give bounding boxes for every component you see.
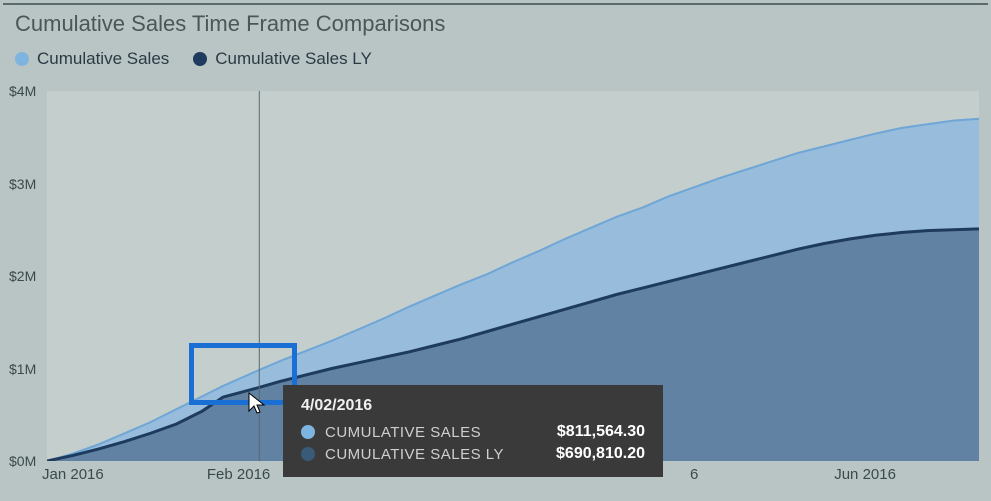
y-tick-label: $4M xyxy=(9,83,45,99)
legend: Cumulative Sales Cumulative Sales LY xyxy=(15,49,372,69)
tooltip-row: CUMULATIVE SALES LY $690,810.20 xyxy=(301,445,645,463)
tooltip-series-label: CUMULATIVE SALES LY xyxy=(325,446,546,463)
tooltip-series-label: CUMULATIVE SALES xyxy=(325,424,547,441)
hover-tooltip: 4/02/2016 CUMULATIVE SALES$811,564.30CUM… xyxy=(283,385,663,477)
tooltip-swatch xyxy=(301,447,315,461)
x-tick-label: 6 xyxy=(690,466,698,483)
chart-title: Cumulative Sales Time Frame Comparisons xyxy=(15,11,445,37)
tooltip-date: 4/02/2016 xyxy=(301,397,645,415)
y-tick-label: $0M xyxy=(9,453,45,469)
legend-label-2: Cumulative Sales LY xyxy=(215,49,372,69)
tooltip-series-value: $811,564.30 xyxy=(557,423,645,441)
tooltip-series-value: $690,810.20 xyxy=(556,445,645,463)
legend-label-1: Cumulative Sales xyxy=(37,49,169,69)
legend-swatch-1 xyxy=(15,52,29,66)
x-tick-label: Jan 2016 xyxy=(42,466,104,483)
chart-card: Cumulative Sales Time Frame Comparisons … xyxy=(3,3,988,498)
legend-item-cumulative-sales-ly[interactable]: Cumulative Sales LY xyxy=(193,49,372,69)
x-tick-label: Jun 2016 xyxy=(834,466,896,483)
y-tick-label: $2M xyxy=(9,268,45,284)
tooltip-swatch xyxy=(301,425,315,439)
legend-swatch-2 xyxy=(193,52,207,66)
x-tick-label: Feb 2016 xyxy=(207,466,270,483)
tooltip-row: CUMULATIVE SALES $811,564.30 xyxy=(301,423,645,441)
y-tick-label: $3M xyxy=(9,176,45,192)
y-tick-label: $1M xyxy=(9,361,45,377)
legend-item-cumulative-sales[interactable]: Cumulative Sales xyxy=(15,49,169,69)
